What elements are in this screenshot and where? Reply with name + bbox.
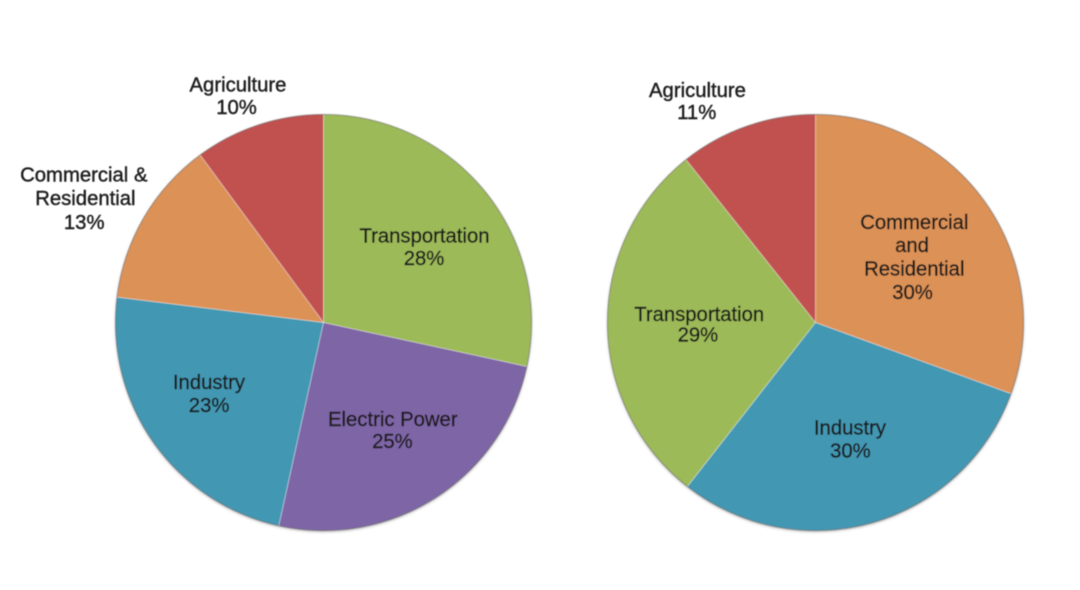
svg-text:Transportation: Transportation bbox=[634, 304, 764, 326]
svg-text:29%: 29% bbox=[678, 325, 719, 347]
svg-text:Transportation: Transportation bbox=[359, 226, 489, 248]
svg-text:Agriculture: Agriculture bbox=[649, 80, 746, 102]
svg-text:30%: 30% bbox=[830, 441, 871, 463]
svg-text:Industry: Industry bbox=[814, 418, 887, 440]
svg-text:Commercial &: Commercial & bbox=[20, 165, 148, 187]
svg-text:Residential: Residential bbox=[35, 188, 135, 210]
svg-text:30%: 30% bbox=[892, 282, 933, 304]
svg-text:10%: 10% bbox=[216, 97, 257, 119]
svg-text:13%: 13% bbox=[64, 212, 105, 234]
svg-text:Residential: Residential bbox=[864, 259, 964, 281]
svg-text:28%: 28% bbox=[404, 248, 445, 270]
svg-text:25%: 25% bbox=[372, 431, 413, 453]
svg-text:23%: 23% bbox=[189, 395, 230, 417]
svg-text:Commercial: Commercial bbox=[860, 212, 968, 234]
svg-text:Industry: Industry bbox=[173, 372, 246, 394]
svg-text:11%: 11% bbox=[677, 102, 716, 124]
svg-text:Agriculture: Agriculture bbox=[190, 75, 287, 97]
svg-text:Electric Power: Electric Power bbox=[328, 409, 458, 431]
svg-text:and: and bbox=[895, 235, 929, 257]
